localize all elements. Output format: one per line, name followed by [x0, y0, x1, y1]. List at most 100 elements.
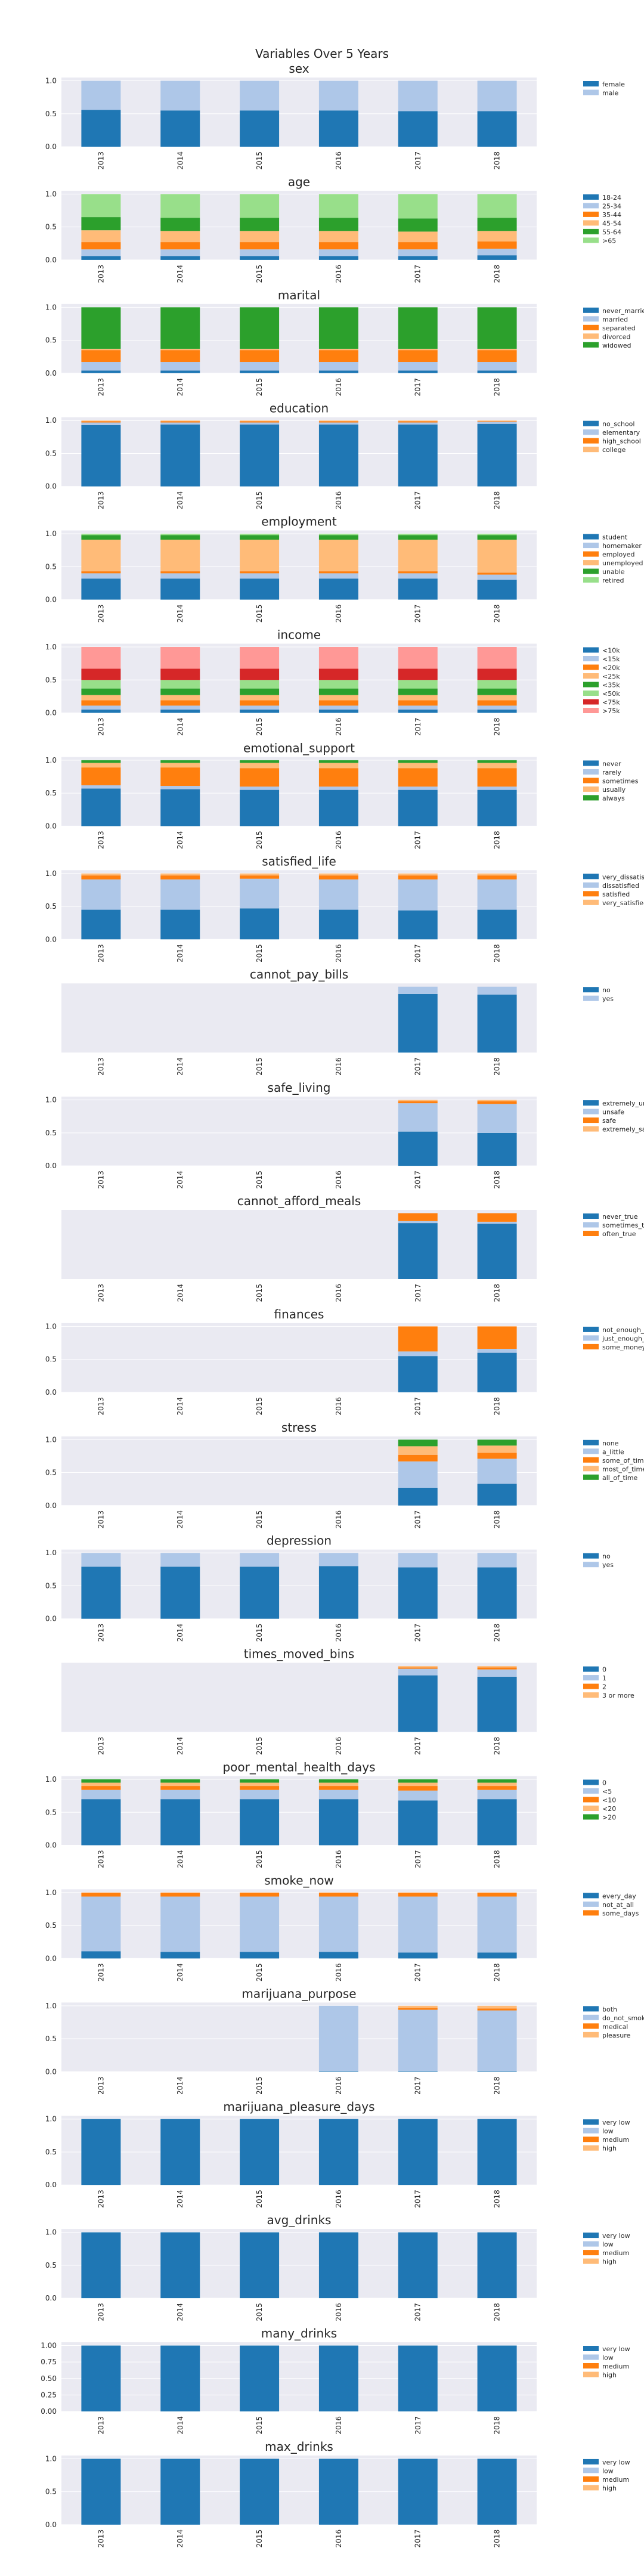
x-tick-label: 2015: [255, 2076, 264, 2095]
y-tick-label: 0.5: [45, 223, 57, 231]
legend-entry: <20: [602, 1805, 616, 1813]
y-tick-label: 0.5: [45, 2035, 57, 2043]
x-tick-label: 2018: [493, 1737, 501, 1755]
bar-segment-satisfied-2018: [477, 875, 517, 880]
bar-segment-not_at_all-2018: [477, 1896, 517, 1953]
y-tick-label: 0.75: [41, 2358, 57, 2366]
bar-segment-retired-2016: [318, 534, 358, 535]
y-tick-label: 1.00: [41, 2342, 57, 2350]
legend-swatch: [583, 778, 599, 784]
bar-segment-elementary-2016: [318, 422, 358, 425]
bar-segment-college-2018: [477, 420, 517, 422]
y-tick-label: 0.5: [45, 789, 57, 797]
legend-swatch: [583, 2485, 599, 2491]
y-tick-label: 0.0: [45, 369, 57, 377]
bar-segment-do_not_smoke-2016: [318, 2005, 358, 2072]
bar-segment-male-2016: [318, 80, 358, 111]
x-tick-label: 2018: [493, 151, 501, 170]
x-tick-label: 2015: [255, 491, 264, 510]
y-tick-label: 1.0: [45, 1096, 57, 1104]
bar-segment-very low-2016: [318, 2232, 358, 2299]
bar-segment-always-2015: [240, 760, 280, 763]
plot-area: [61, 190, 537, 260]
bar-segment-rarely-2014: [160, 786, 200, 789]
legend-entry: >20: [602, 1814, 616, 1822]
y-tick-label: 0.0: [45, 1841, 57, 1850]
chart-title: education: [270, 401, 329, 416]
bar-segment-elementary-2017: [398, 422, 438, 425]
bar-segment-25-34-2018: [477, 249, 517, 256]
x-tick-label: 2014: [176, 491, 184, 510]
bar-segment-very low-2013: [81, 2119, 121, 2185]
bar-segment-no_school-2015: [240, 424, 280, 487]
bar-segment-satisfied-2013: [81, 875, 121, 880]
legend-entry: most_of_time: [602, 1465, 644, 1473]
bar-segment-<75k-2018: [477, 668, 517, 680]
plot-area: [61, 1436, 537, 1506]
legend-swatch: [583, 447, 599, 453]
x-tick-label: 2017: [414, 1963, 422, 1981]
bar-segment-medical-2018: [477, 2008, 517, 2011]
legend-entry: college: [602, 446, 626, 454]
bar-segment-unable-2017: [398, 535, 438, 540]
bar-segment-widowed-2018: [477, 307, 517, 349]
bar-segment-satisfied-2014: [160, 875, 200, 880]
bar-segment-high_school-2015: [240, 421, 280, 423]
bar-segment-always-2017: [398, 760, 438, 763]
bar-segment-never_married-2018: [477, 370, 517, 373]
legend-entry: very low: [602, 2232, 630, 2240]
bar-segment-very low-2015: [240, 2459, 280, 2525]
bar-segment-every_day-2017: [398, 1952, 438, 1959]
legend-entry: <10k: [602, 647, 620, 655]
bar-segment-45-54-2015: [240, 231, 280, 243]
bar-segment-extremely_unsafe-2018: [477, 1132, 517, 1166]
x-tick-label: 2015: [255, 2190, 264, 2208]
bar-segment-never_married-2013: [81, 370, 121, 373]
bar-segment-elementary-2015: [240, 422, 280, 425]
y-tick-label: 0.50: [41, 2374, 57, 2383]
plot-area: [61, 78, 537, 147]
legend-entry: low: [602, 2241, 614, 2249]
bar-segment-homemaker-2013: [81, 573, 121, 579]
legend-swatch: [583, 2006, 599, 2012]
plot-area: [61, 983, 537, 1053]
bar-segment->65-2017: [398, 194, 438, 219]
y-tick-label: 1.0: [45, 869, 57, 878]
x-tick-label: 2018: [493, 2303, 501, 2321]
x-tick-label: 2017: [414, 1284, 422, 1302]
legend-entry: <35k: [602, 682, 620, 689]
bar-segment-<25k-2014: [160, 695, 200, 701]
x-tick-label: 2014: [176, 1963, 184, 1981]
bar-segment-separated-2017: [398, 350, 438, 363]
x-tick-label: 2014: [176, 605, 184, 623]
bar-segment-some_of_time-2017: [398, 1454, 438, 1462]
bar-segment-very low-2018: [477, 2232, 517, 2299]
bar-segment-widowed-2014: [160, 307, 200, 349]
y-tick-label: 0.5: [45, 676, 57, 684]
bar-segment-18-24-2015: [240, 256, 280, 260]
x-tick-label: 2013: [97, 2529, 105, 2548]
y-tick-label: 0.5: [45, 2261, 57, 2270]
bar-segment-<75k-2016: [318, 668, 358, 680]
legend-entry: a_little: [602, 1448, 624, 1456]
bar-segment-employed-2014: [160, 571, 200, 574]
legend-entry: not_enough_money: [602, 1326, 644, 1334]
bar-segment-no-2018: [477, 994, 517, 1053]
y-tick-label: 0.0: [45, 2181, 57, 2189]
bar-segment-no_school-2014: [160, 424, 200, 487]
legend-entry: medium: [602, 2363, 629, 2370]
bar-segment-0-2017: [398, 1800, 438, 1846]
bar-segment-female-2013: [81, 110, 121, 147]
bar-segment-<10k-2014: [160, 709, 200, 713]
legend-swatch: [583, 203, 599, 209]
chart-title: times_moved_bins: [244, 1647, 355, 1661]
y-tick-label: 0.0: [45, 1388, 57, 1397]
bar-segment-pleasure-2017: [398, 2005, 438, 2008]
bar-segment-35-44-2017: [398, 242, 438, 250]
legend-swatch: [583, 1466, 599, 1472]
bar-segment-high_school-2018: [477, 421, 517, 422]
legend-swatch: [583, 420, 599, 426]
legend-entry: 45-54: [602, 219, 621, 227]
y-tick-label: 0.5: [45, 1921, 57, 1930]
bar-segment-never_married-2014: [160, 370, 200, 373]
